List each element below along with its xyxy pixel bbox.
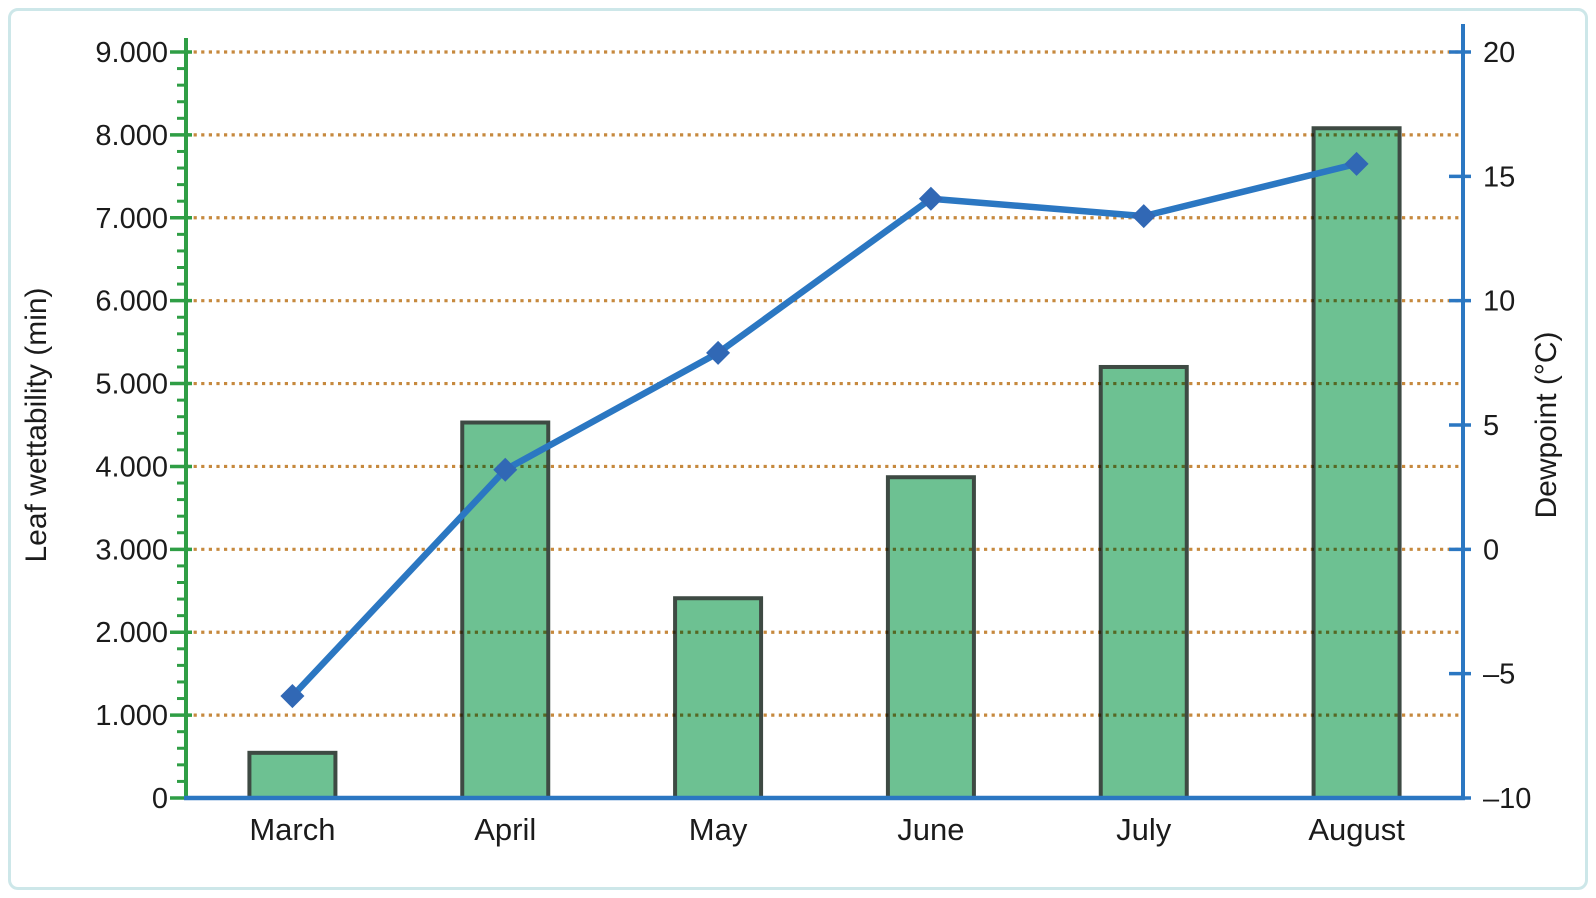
- bar-august: [1311, 126, 1402, 801]
- right-axis: [1449, 24, 1471, 800]
- y-left-tick-label: 9.000: [95, 37, 168, 69]
- x-tick-label-august: August: [1308, 812, 1405, 847]
- left-axis-title: Leaf wettability (min): [20, 287, 53, 562]
- x-tick-label-march: March: [249, 812, 335, 847]
- y-left-tick-label: 7.000: [95, 203, 168, 235]
- bars-layer: [247, 126, 1402, 801]
- y-right-tick-label: 10: [1483, 286, 1515, 318]
- dewpoint-line: [289, 160, 1360, 700]
- tick-labels-layer: 0 1.000 2.000 3.000 4.000 5.000 6.000 7.000 8.00…: [95, 37, 1531, 847]
- y-right-tick-label: 0: [1483, 534, 1499, 566]
- y-left-tick-label: 2.000: [95, 617, 168, 649]
- bar-june: [885, 475, 976, 800]
- right-axis-title: Dewpoint (°C): [1530, 331, 1563, 518]
- left-axis: [170, 38, 192, 800]
- x-tick-label-june: June: [897, 812, 964, 847]
- y-left-tick-label: 4.000: [95, 451, 168, 483]
- x-tick-label-july: July: [1116, 812, 1172, 847]
- bar-april: [460, 420, 551, 800]
- bar-july: [1098, 364, 1189, 800]
- dewpoint-line-layer: [280, 151, 1369, 709]
- bar-may: [673, 596, 764, 801]
- y-right-tick-label: –5: [1483, 659, 1515, 691]
- dewpoint-marker-april: [493, 457, 518, 482]
- y-left-tick-label: 5.000: [95, 369, 168, 401]
- y-left-tick-label: 6.000: [95, 286, 168, 318]
- dewpoint-marker-july: [1131, 204, 1156, 229]
- y-left-tick-label: 3.000: [95, 534, 168, 566]
- y-right-tick-label: –10: [1483, 783, 1531, 815]
- dewpoint-marker-august: [1344, 151, 1369, 176]
- x-tick-label-may: May: [689, 812, 748, 847]
- bar-march: [247, 750, 338, 801]
- x-tick-label-april: April: [474, 812, 536, 847]
- y-right-tick-label: 5: [1483, 410, 1499, 442]
- y-right-tick-label: 20: [1483, 37, 1515, 69]
- y-right-tick-label: 15: [1483, 161, 1515, 193]
- y-left-tick-label: 8.000: [95, 120, 168, 152]
- y-left-tick-label: 1.000: [95, 700, 168, 732]
- gridlines-layer: [186, 50, 1463, 717]
- y-left-tick-label: 0: [152, 783, 168, 815]
